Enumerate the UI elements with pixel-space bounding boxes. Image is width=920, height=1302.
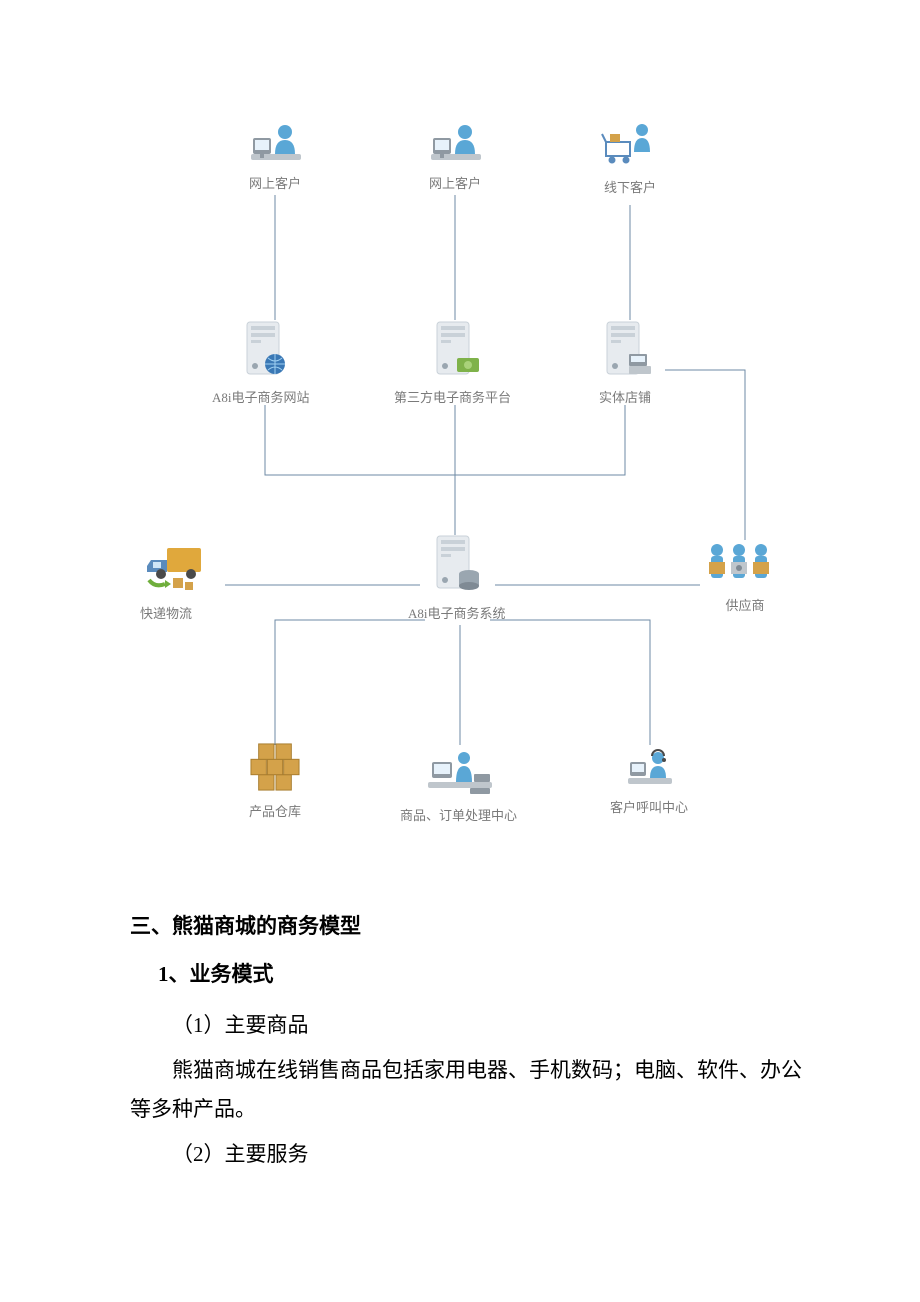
node-label: 产品仓库 — [242, 801, 308, 820]
node-label: 供应商 — [700, 595, 790, 614]
server-pos-icon — [595, 318, 655, 378]
boxes-icon — [244, 742, 306, 792]
suppliers-icon — [705, 542, 785, 586]
callcenter-icon — [622, 748, 678, 788]
node-ecommerce-site: A8i电子商务网站 — [232, 318, 298, 406]
server-globe-icon — [235, 318, 295, 378]
server-db-icon — [425, 532, 485, 594]
node-core-system: A8i电子商务系统 — [422, 532, 488, 622]
user-desk-icon — [425, 120, 485, 164]
server-money-icon — [425, 318, 485, 378]
node-physical-store: 实体店铺 — [592, 318, 658, 406]
node-online-customer-2: 网上客户 — [425, 120, 485, 192]
node-label: 网上客户 — [425, 173, 485, 192]
node-thirdparty-platform: 第三方电子商务平台 — [422, 318, 488, 406]
node-label: 第三方电子商务平台 — [394, 387, 488, 406]
node-label: 商品、订单处理中心 — [400, 805, 500, 824]
node-call-center: 客户呼叫中心 — [618, 748, 682, 816]
node-suppliers: 供应商 — [700, 542, 790, 614]
item-1-title: （1）主要商品 — [130, 1006, 810, 1045]
truck-icon — [145, 540, 215, 594]
node-offline-customer: 线下客户 — [598, 122, 662, 196]
architecture-diagram: 网上客户 网上客户 线下客户 A8i电子商务网站 第三方电子商务平台 实体店铺 … — [0, 0, 920, 880]
user-desk-icon — [245, 120, 305, 164]
node-warehouse: 产品仓库 — [242, 742, 308, 820]
node-label: A8i电子商务系统 — [408, 603, 488, 622]
document-body: 三、熊猫商城的商务模型 1、业务模式 （1）主要商品 熊猫商城在线销售商品包括家… — [0, 910, 920, 1239]
order-desk-icon — [424, 748, 496, 796]
node-order-center: 商品、订单处理中心 — [420, 748, 500, 824]
node-label: A8i电子商务网站 — [212, 387, 298, 406]
node-online-customer-1: 网上客户 — [245, 120, 305, 192]
node-express: 快递物流 — [140, 540, 220, 622]
node-label: 快递物流 — [140, 603, 220, 622]
node-label: 网上客户 — [245, 173, 305, 192]
item-1-body: 熊猫商城在线销售商品包括家用电器、手机数码；电脑、软件、办公等多种产品。 — [130, 1051, 810, 1129]
item-2-title: （2）主要服务 — [130, 1135, 810, 1174]
node-label: 客户呼叫中心 — [610, 797, 682, 816]
subsection-heading: 1、业务模式 — [158, 958, 810, 988]
section-heading: 三、熊猫商城的商务模型 — [130, 910, 810, 940]
node-label: 实体店铺 — [592, 387, 658, 406]
user-cart-icon — [600, 122, 660, 168]
node-label: 线下客户 — [598, 177, 662, 196]
